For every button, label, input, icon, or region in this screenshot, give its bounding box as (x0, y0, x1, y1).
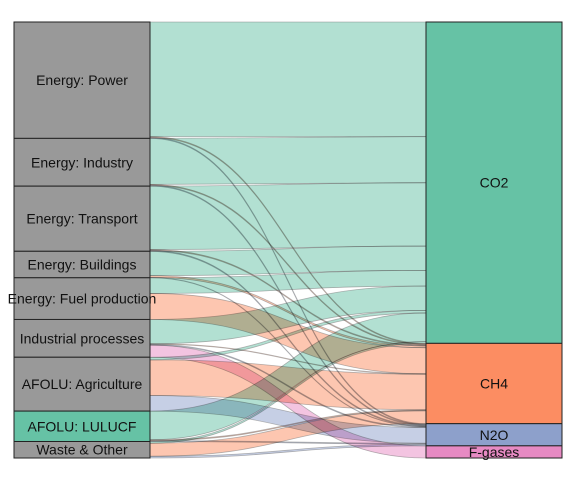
target-label-co2: CO2 (480, 175, 509, 191)
target-label-ch4: CH4 (480, 376, 508, 392)
source-nodes-layer (13, 21, 151, 459)
source-label-energy-power: Energy: Power (36, 72, 128, 88)
source-label-industrial-processes: Industrial processes (20, 330, 145, 346)
source-label-energy-transport: Energy: Transport (26, 211, 137, 227)
flow-energy-power-to-co2 (149, 21, 427, 138)
source-label-energy-industry: Energy: Industry (31, 154, 133, 170)
source-node-waste-other (13, 440, 151, 459)
target-node-ch4 (425, 342, 563, 425)
source-label-afolu-lulucf: AFOLU: LULUCF (28, 418, 137, 434)
source-label-energy-buildings: Energy: Buildings (28, 257, 137, 273)
labels-layer: Energy: Power Energy: Industry Energy: Tra… (8, 72, 520, 460)
source-node-energy-transport (13, 185, 151, 252)
flows-layer (149, 21, 427, 459)
source-node-afolu-agriculture (13, 356, 151, 412)
target-node-co2 (425, 21, 563, 344)
target-nodes-layer (425, 21, 563, 459)
source-node-energy-buildings (13, 250, 151, 279)
source-label-waste-other: Waste & Other (36, 442, 128, 458)
target-label-n2o: N2O (480, 427, 509, 443)
source-node-afolu-lulucf (13, 410, 151, 442)
source-label-energy-fuel-production: Energy: Fuel production (8, 291, 157, 307)
source-node-energy-industry (13, 137, 151, 187)
flow-energy-transport-to-co2 (149, 182, 427, 250)
target-node-f-gases (425, 445, 563, 459)
target-label-f-gases: F-gases (469, 444, 520, 460)
source-node-industrial-processes (13, 318, 151, 358)
flow-energy-industry-to-co2 (149, 136, 427, 185)
source-node-energy-power (13, 21, 151, 139)
source-label-afolu-agriculture: AFOLU: Agriculture (22, 376, 143, 392)
